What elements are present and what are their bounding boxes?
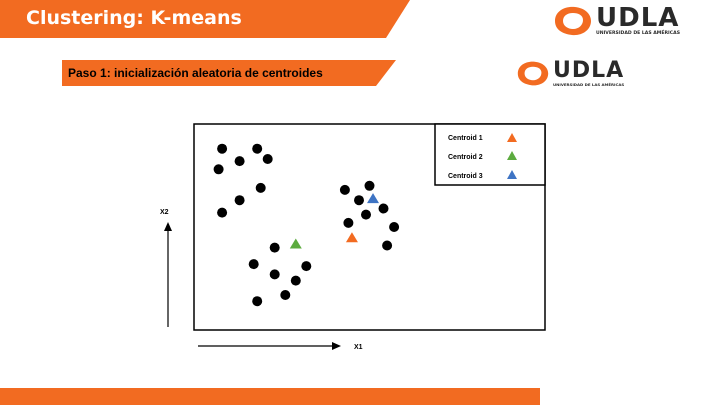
data-point — [361, 210, 371, 220]
data-point — [217, 208, 227, 218]
data-point — [379, 204, 389, 214]
x-axis-arrow — [198, 342, 341, 350]
data-point — [382, 241, 392, 251]
data-point — [365, 181, 375, 191]
data-point — [252, 296, 262, 306]
data-point — [389, 222, 399, 232]
data-point — [249, 259, 259, 269]
data-point — [270, 243, 280, 253]
data-point — [217, 144, 227, 154]
data-point — [291, 276, 301, 286]
data-point — [235, 195, 245, 205]
data-point — [301, 261, 311, 271]
centroid-2-marker — [290, 238, 302, 248]
legend-label-centroid-1: Centroid 1 — [448, 135, 483, 142]
data-point — [343, 218, 353, 228]
data-point — [354, 195, 364, 205]
footer-bar — [0, 388, 540, 405]
data-point — [214, 164, 224, 174]
data-point — [235, 156, 245, 166]
data-point — [340, 185, 350, 195]
data-point — [280, 290, 290, 300]
data-point — [256, 183, 266, 193]
x-axis-label: X1 — [354, 344, 363, 351]
legend: Centroid 1 Centroid 2 Centroid 3 — [435, 124, 545, 185]
centroid-3-marker — [367, 193, 379, 203]
data-point — [270, 269, 280, 279]
data-point — [263, 154, 273, 164]
y-axis-label: X2 — [160, 209, 169, 216]
legend-label-centroid-3: Centroid 3 — [448, 173, 483, 180]
legend-label-centroid-2: Centroid 2 — [448, 154, 483, 161]
centroid-1-marker — [346, 232, 358, 242]
points-layer — [214, 144, 400, 307]
data-point — [252, 144, 262, 154]
y-axis-arrow — [164, 222, 172, 327]
